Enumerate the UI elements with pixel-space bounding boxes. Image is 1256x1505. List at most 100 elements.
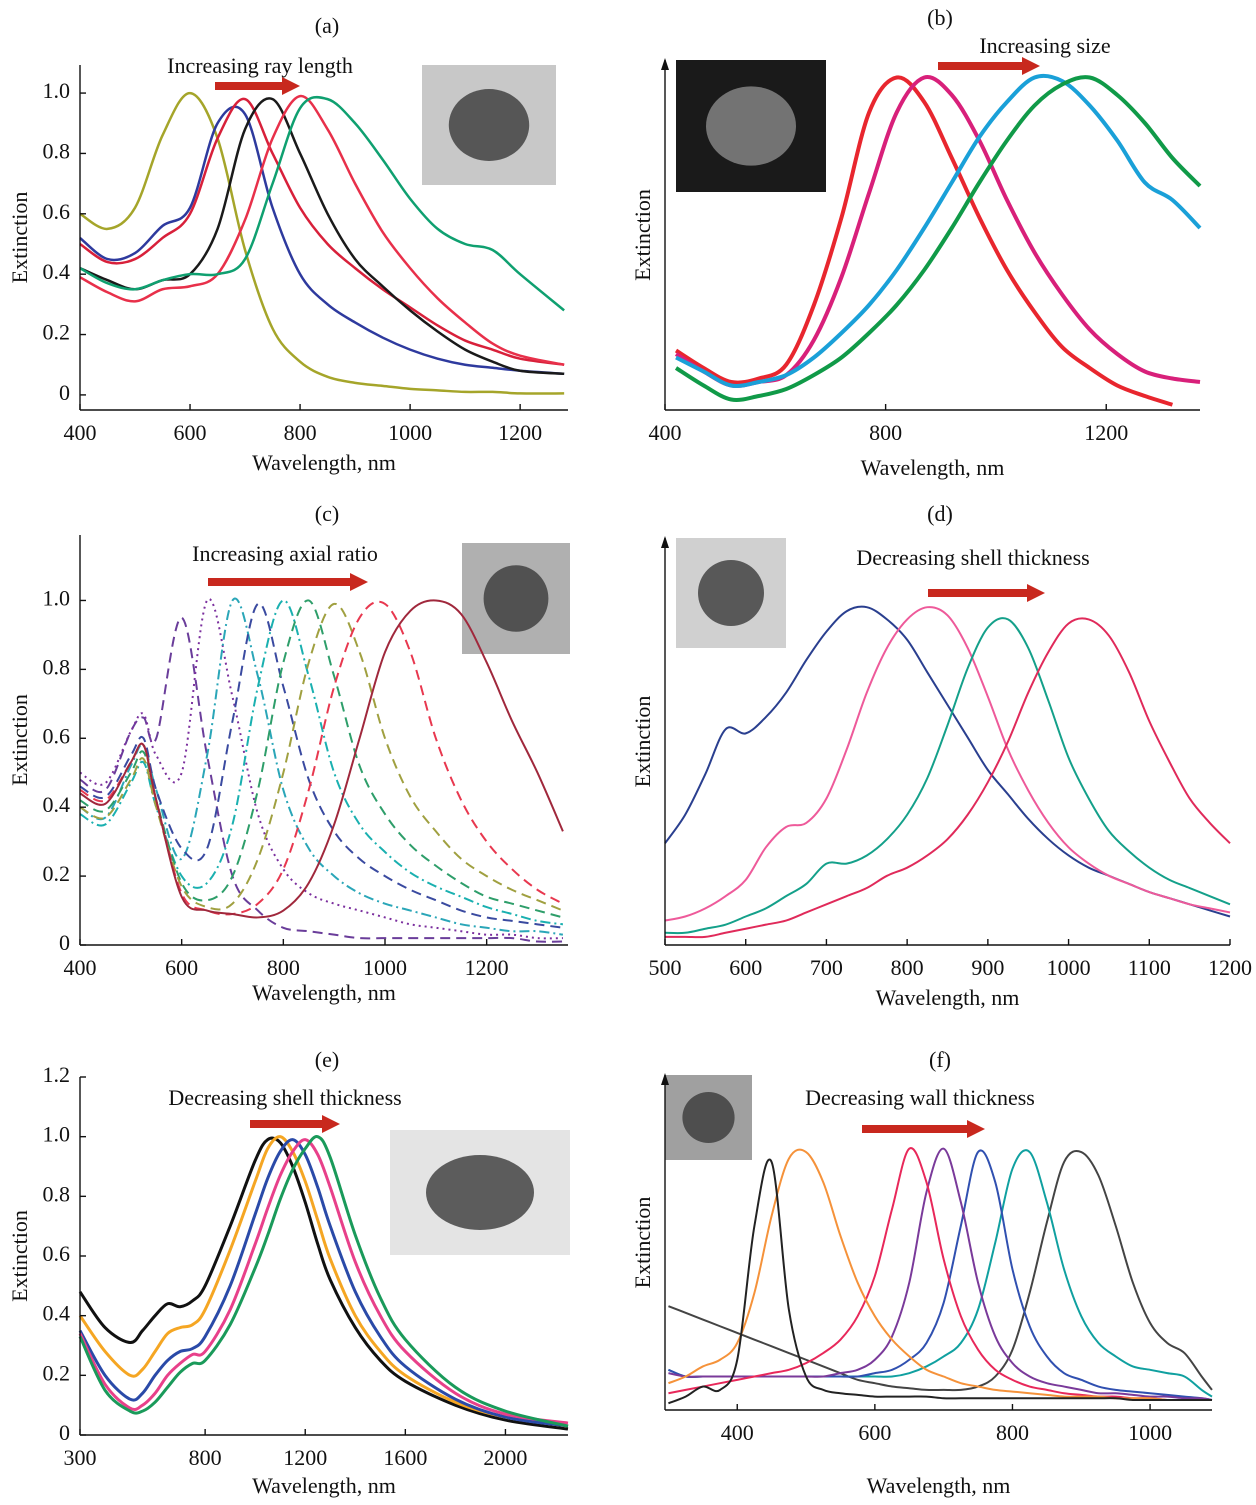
spectrum-line [79,602,564,929]
annotation: Increasing size [979,33,1110,58]
x-axis-label: Wavelength, nm [252,450,396,475]
inset-particle [448,89,530,161]
panel-label: (d) [927,501,953,526]
y-tick-label: 1.0 [43,586,71,611]
x-tick-label: 1200 [283,1445,327,1470]
spectrum-line [664,606,1231,922]
spectrum-line [79,105,565,376]
arrow-shaft [862,1125,969,1133]
y-axis-arrow [661,58,669,70]
spectrum-line [664,605,1231,918]
x-tick-label: 400 [649,420,682,445]
spectrum-line [78,1138,569,1425]
y-axis-label: Extinction [630,189,655,281]
arrow-shaft [208,578,352,586]
panel-label: (f) [929,1047,951,1072]
y-tick-label: 0.6 [43,723,71,748]
x-axis-label: Wavelength, nm [861,455,1005,480]
inset-particle [706,86,796,166]
spectrum-line [668,1148,1212,1402]
y-axis-label: Extinction [7,192,32,284]
spectrum-line [665,617,1231,939]
x-tick-label: 1600 [383,1445,427,1470]
x-tick-label: 1000 [1128,1420,1172,1445]
spectrum-line [674,75,1202,402]
y-tick-label: 1.0 [43,1122,71,1147]
x-tick-label: 1000 [388,420,432,445]
x-tick-label: 600 [174,420,207,445]
y-tick-label: 0 [59,930,70,955]
panel: (a) 400 600 800 1000 1200 0 0.2 0.4 0.6 0.8 1.0 Wave… [7,13,568,475]
spectrum-line [668,1158,1212,1405]
x-tick-label: 700 [810,955,843,980]
arrow-shaft [215,82,284,90]
spectrum-line [78,1138,569,1428]
spectrum-line [79,600,564,916]
panel: (c) 400 600 800 1000 1200 0 0.2 0.4 0.6 0.8 1.0 Wave… [7,501,570,1005]
x-tick-label: 2000 [483,1445,527,1470]
arrow-head [350,573,368,591]
x-tick-label: 1000 [363,955,407,980]
x-axis-label: Wavelength, nm [252,980,396,1005]
arrow-head [282,77,300,95]
arrow-shaft [938,62,1024,70]
annotation: Decreasing wall thickness [805,1085,1035,1110]
x-tick-label: 400 [721,1420,754,1445]
inset-particle [483,565,549,632]
arrow-head [967,1120,985,1138]
arrow-head [322,1115,340,1133]
spectrum-line [79,97,565,366]
y-axis-label: Extinction [7,1210,32,1302]
inset-particle [698,560,764,626]
x-tick-label: 400 [64,955,97,980]
y-tick-label: 0.4 [43,792,71,817]
x-tick-label: 300 [64,1445,97,1470]
spectrum-line [78,1135,569,1428]
x-tick-label: 800 [284,420,317,445]
spectrum-line [675,73,1202,388]
annotation: Increasing axial ratio [192,541,378,566]
inset-particle [682,1092,735,1143]
annotation: Decreasing shell thickness [168,1085,401,1110]
panel: (f) 400 600 800 1000 Wavelength, nm Extinction… [630,1047,1213,1498]
y-tick-label: 0.4 [43,1301,71,1326]
y-axis-label: Extinction [630,1197,655,1289]
x-tick-label: 1000 [1047,955,1091,980]
x-axis-label: Wavelength, nm [876,985,1020,1010]
x-tick-label: 600 [858,1420,891,1445]
arrow-shaft [250,1120,324,1128]
y-axis-arrow [661,1073,669,1085]
y-tick-label: 0.8 [43,138,71,163]
spectrum-line [668,1150,1213,1392]
x-tick-label: 800 [891,955,924,980]
arrow-head [1022,57,1040,75]
spectrum-line [674,75,1174,407]
y-tick-label: 0.6 [43,1241,71,1266]
y-tick-label: 1.2 [43,1062,71,1087]
inset-particle [426,1155,534,1230]
x-tick-label: 1200 [1208,955,1252,980]
x-tick-label: 1200 [498,420,542,445]
panel-label: (b) [927,5,953,30]
panel-label: (e) [315,1047,339,1072]
y-tick-label: 0.6 [43,199,71,224]
spectrum-line [79,91,565,395]
panel: (b) 400 800 1200 Wavelength, nm Extinction Inc… [630,5,1202,480]
annotation: Decreasing shell thickness [856,545,1089,570]
y-axis-label: Extinction [7,694,32,786]
y-tick-label: 0 [59,1420,70,1445]
y-tick-label: 0.8 [43,654,71,679]
arrow-head [1027,584,1045,602]
x-tick-label: 1100 [1128,955,1171,980]
x-axis-label: Wavelength, nm [867,1473,1011,1498]
x-tick-label: 600 [165,955,198,980]
y-tick-label: 0.2 [43,320,71,345]
y-tick-label: 0.2 [43,1360,71,1385]
arrow-shaft [928,589,1029,597]
spectrum-line [79,599,564,919]
x-tick-label: 400 [64,420,97,445]
panel-label: (c) [315,501,339,526]
y-tick-label: 0.4 [43,259,71,284]
